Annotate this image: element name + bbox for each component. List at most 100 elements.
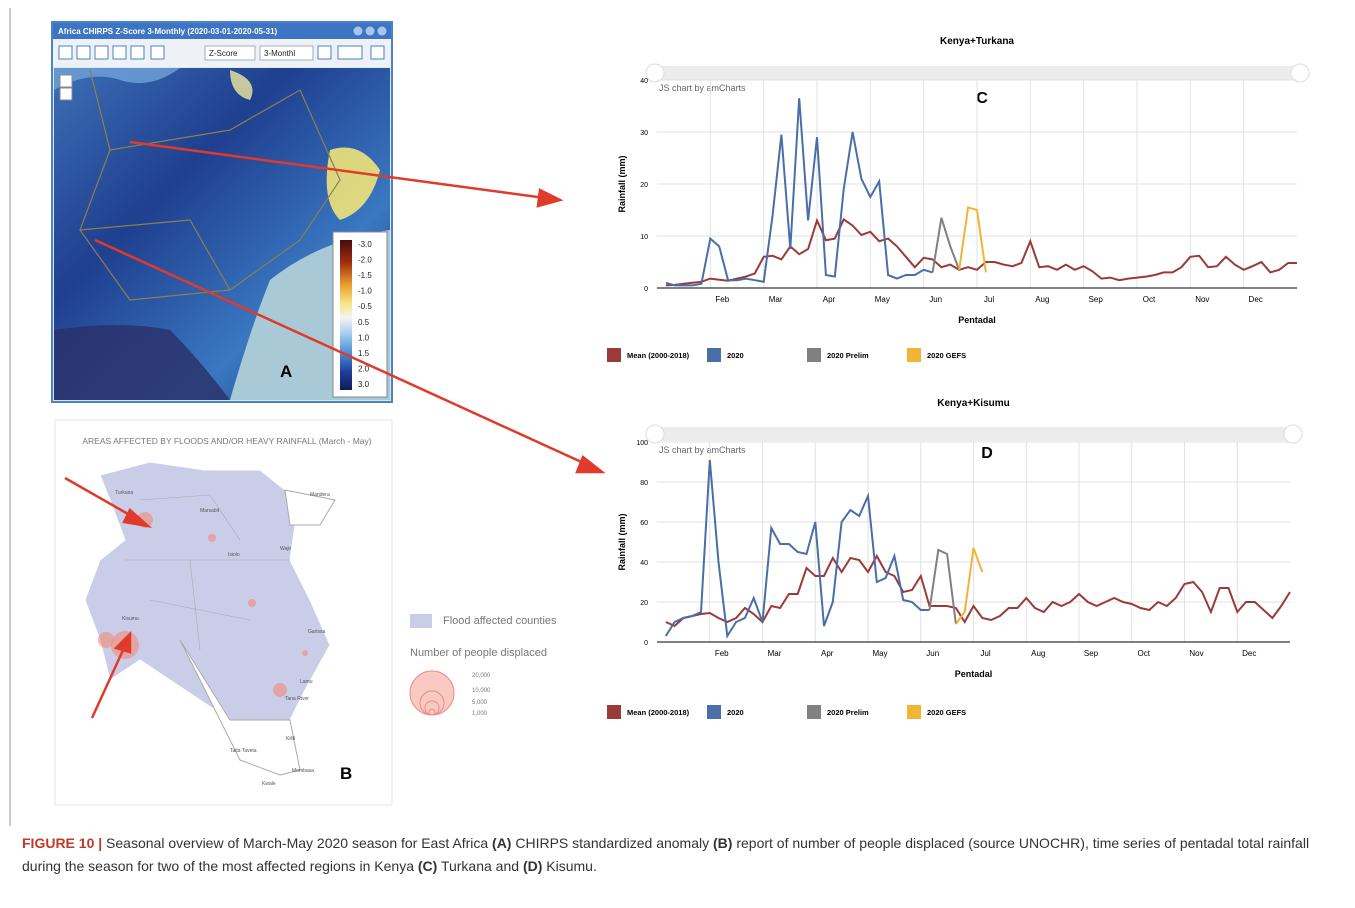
y-tick-label: 30 (640, 130, 648, 137)
colorbar-label: -0.5 (358, 302, 372, 311)
legend-label: Flood affected counties (443, 615, 557, 627)
x-tick-label: Sep (1084, 649, 1099, 658)
bubble-label: 5,000 (472, 700, 488, 706)
x-tick-label: May (875, 295, 890, 304)
page: Africa CHIRPS Z-Score 3-Monthly (2020-03… (0, 0, 1355, 908)
place-label: Kilifi (286, 736, 295, 742)
zoom-out[interactable] (60, 88, 72, 100)
bubble-label: 20,000 (472, 673, 491, 679)
bubble (248, 599, 256, 607)
x-tick-label: May (872, 649, 887, 658)
legend-label: Number of people displaced (410, 647, 547, 659)
x-tick-label: Dec (1249, 295, 1263, 304)
tool-button[interactable] (77, 46, 90, 59)
tool-button[interactable] (318, 46, 331, 59)
caption-part: Turkana and (437, 858, 523, 874)
caption-part: (A) (492, 835, 511, 851)
y-tick-label: 60 (640, 520, 648, 527)
legend-label: Mean (2000-2018) (627, 708, 690, 717)
colorbar-label: -3.0 (358, 240, 372, 249)
y-tick-label: 0 (644, 286, 648, 293)
scroll-handle[interactable] (1284, 425, 1302, 443)
place-label: Mombasa (292, 768, 314, 774)
window-button[interactable] (354, 27, 363, 36)
panel-letter: C (976, 90, 988, 107)
dropdown-label: 3-Monthl (264, 49, 295, 58)
series-line (666, 460, 930, 636)
colorbar-label: 0.5 (358, 318, 370, 327)
place-label: Isiolo (228, 552, 240, 558)
tool-button[interactable] (371, 46, 384, 59)
tool-button[interactable] (95, 46, 108, 59)
legend-label: Mean (2000-2018) (627, 351, 690, 360)
scroll-handle[interactable] (646, 425, 664, 443)
series-line (666, 98, 933, 285)
tool-button[interactable] (338, 46, 362, 59)
y-tick-label: 100 (636, 440, 648, 447)
scroll-handle[interactable] (1291, 64, 1309, 82)
place-label: Kisumu (122, 616, 139, 622)
arrowhead (577, 457, 602, 472)
panel-b: AREAS AFFECTED BY FLOODS AND/OR HEAVY RA… (55, 420, 557, 805)
legend-swatch (907, 705, 921, 719)
panel-title: AREAS AFFECTED BY FLOODS AND/OR HEAVY RA… (82, 436, 371, 446)
window-title: Africa CHIRPS Z-Score 3-Monthly (2020-03… (58, 27, 278, 36)
place-label: Taita Taveta (230, 748, 257, 754)
x-tick-label: Dec (1242, 649, 1256, 658)
y-tick-label: 20 (640, 182, 648, 189)
tool-button[interactable] (151, 46, 164, 59)
x-axis-label: Pentadal (958, 315, 996, 325)
legend-swatch (707, 348, 721, 362)
legend-swatch (607, 705, 621, 719)
figure: Africa CHIRPS Z-Score 3-Monthly (2020-03… (0, 0, 1355, 830)
tool-button[interactable] (59, 46, 72, 59)
x-tick-label: Feb (715, 295, 729, 304)
y-tick-label: 40 (640, 560, 648, 567)
y-tick-label: 20 (640, 600, 648, 607)
y-axis-label: Rainfall (mm) (617, 155, 627, 212)
caption-part: (C) (418, 858, 437, 874)
arrowhead (538, 190, 560, 206)
x-tick-label: Aug (1031, 649, 1045, 658)
x-tick-label: Jun (926, 649, 939, 658)
watermark: JS chart by amCharts (659, 83, 746, 93)
place-label: Turkana (115, 490, 133, 496)
caption-part: Kisumu. (542, 858, 596, 874)
y-tick-label: 0 (644, 640, 648, 647)
colorbar-label: -1.5 (358, 271, 372, 280)
y-axis-label: Rainfall (mm) (617, 513, 627, 570)
legend-swatch (707, 705, 721, 719)
y-tick-label: 10 (640, 234, 648, 241)
window-button[interactable] (366, 27, 375, 36)
chart-title: Kenya+Turkana (940, 36, 1014, 47)
legend-swatch (607, 348, 621, 362)
place-label: Wajir (280, 546, 292, 552)
legend-swatch (807, 348, 821, 362)
legend-swatch (807, 705, 821, 719)
place-label: Mandera (310, 492, 330, 498)
scroll-handle[interactable] (646, 64, 664, 82)
tool-button[interactable] (131, 46, 144, 59)
caption: FIGURE 10 | Seasonal overview of March-M… (22, 832, 1322, 878)
y-tick-label: 80 (640, 480, 648, 487)
x-tick-label: Mar (768, 649, 782, 658)
colorbar-label: 1.5 (358, 349, 370, 358)
window-button[interactable] (378, 27, 387, 36)
dropdown-label: Z-Score (209, 49, 238, 58)
place-label: Kwale (262, 781, 276, 787)
bubble (302, 650, 308, 656)
x-tick-label: Jul (980, 649, 990, 658)
colorbar-label: 3.0 (358, 380, 370, 389)
bubble (273, 683, 287, 697)
tool-button[interactable] (113, 46, 126, 59)
zoom-in[interactable] (60, 75, 72, 87)
x-tick-label: Jun (929, 295, 942, 304)
x-tick-label: Sep (1089, 295, 1104, 304)
bubble-label: 10,000 (472, 688, 491, 694)
chart-title: Kenya+Kisumu (937, 398, 1010, 409)
panel-letter: A (280, 362, 292, 381)
colorbar-label: -2.0 (358, 256, 372, 265)
x-tick-label: Feb (715, 649, 729, 658)
bubble-label: 1,000 (472, 711, 488, 717)
caption-part: Seasonal overview of March-May 2020 seas… (102, 835, 492, 851)
